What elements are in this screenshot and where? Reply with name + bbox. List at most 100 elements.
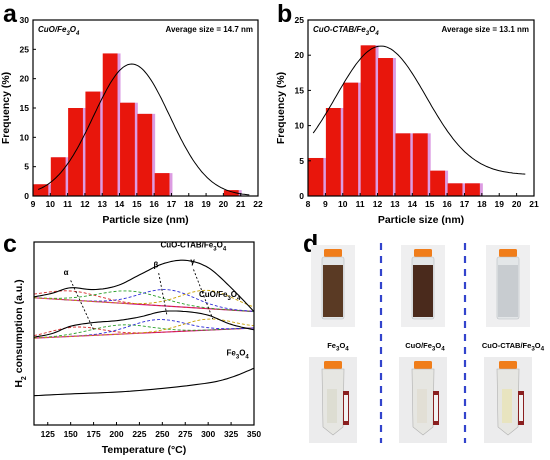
sample-label: CuO-CTAB/Fe3O4 <box>313 25 379 37</box>
histogram-bar <box>33 184 49 196</box>
histogram-bar <box>223 190 239 196</box>
cap <box>414 361 432 369</box>
separated-solid <box>327 389 337 423</box>
histogram-bar <box>447 183 463 196</box>
y-tick-label: 15 <box>20 103 30 113</box>
x-tick-label: 275 <box>178 429 192 439</box>
x-tick-label: 12 <box>80 199 90 209</box>
x-tick-label: 9 <box>31 199 36 209</box>
x-tick-label: 350 <box>247 429 261 439</box>
histogram-chart-a: 9 10 11 12 13 14 15 16 17 18 19 20 21 22 0 5 10 15 20 25 30 P… <box>0 15 263 226</box>
suspension <box>323 265 343 317</box>
x-tick-label: 19 <box>201 199 211 209</box>
x-tick-label: 21 <box>529 199 539 209</box>
average-size-annotation: Average size = 14.7 nm <box>165 25 253 34</box>
x-tick-label: 18 <box>477 199 487 209</box>
vial-cuo-fe3o4-magnet <box>399 357 447 443</box>
peak-guide-line <box>158 273 168 316</box>
histogram-bar <box>85 91 101 196</box>
x-tick-label: 18 <box>184 199 194 209</box>
histogram-bar <box>395 133 411 196</box>
x-tick-label: 8 <box>306 199 311 209</box>
gaussian-fit-line <box>37 63 250 196</box>
vial-cuo-ctab-fe3o4-magnet <box>484 357 532 443</box>
x-tick-label: 22 <box>253 199 263 209</box>
y-tick-label: 5 <box>299 156 304 166</box>
tpr-curve <box>33 259 255 312</box>
histogram-bar <box>430 170 446 196</box>
peak-guide-line <box>70 280 94 331</box>
histogram-bar <box>464 183 480 196</box>
tpr-chart-c: α β γ CuO-CTAB/Fe3O4 CuO/Fe3O4 Fe3O4 125 150 175… <box>13 240 261 456</box>
x-tick-label: 300 <box>201 429 215 439</box>
plot-frame <box>33 241 255 426</box>
series-label-cuo: CuO/Fe3O4 <box>199 290 241 302</box>
suspension <box>498 265 518 317</box>
y-tick-label: 20 <box>20 74 30 84</box>
x-tick-label: 10 <box>338 199 348 209</box>
panel-letter-c: c <box>3 230 17 258</box>
histogram-bar <box>412 133 428 196</box>
x-axis-label: Particle size (nm) <box>102 214 188 226</box>
x-tick-label: 175 <box>86 429 100 439</box>
fit-component <box>33 289 255 308</box>
x-tick-label: 13 <box>390 199 400 209</box>
x-tick-label: 11 <box>356 199 365 209</box>
photo-label-cuo-ctab-fe3o4: CuO-CTAB/Fe3O4 <box>481 341 545 353</box>
fit-component <box>33 318 255 339</box>
x-tick-label: 325 <box>224 429 238 439</box>
histogram-bar <box>343 82 359 196</box>
histogram-chart-b: 8 9 10 11 12 13 14 15 16 17 18 19 20 21 0 5 10 15 20 25 Part… <box>275 15 539 226</box>
cap <box>499 361 517 369</box>
x-tick-label: 17 <box>460 199 470 209</box>
average-size-annotation: Average size = 13.1 nm <box>441 25 529 34</box>
tpr-curve <box>33 310 255 338</box>
fit-component <box>33 326 255 337</box>
histogram-bar <box>360 45 376 197</box>
y-tick-label: 0 <box>299 191 304 201</box>
x-tick-label: 9 <box>323 199 328 209</box>
y-tick-label: 30 <box>20 15 30 25</box>
x-tick-label: 20 <box>219 199 229 209</box>
x-tick-label: 200 <box>109 429 123 439</box>
x-tick-label: 225 <box>132 429 146 439</box>
x-tick-label: 150 <box>64 429 78 439</box>
magnet-label <box>344 395 348 421</box>
x-tick-label: 17 <box>167 199 177 209</box>
x-axis-label: Temperature (°C) <box>102 444 187 456</box>
panel-letter-b: b <box>277 0 293 28</box>
histogram-bar <box>308 157 324 196</box>
vial-photos <box>309 243 532 443</box>
separated-solid <box>502 389 512 423</box>
peak-label-beta: β <box>153 261 158 270</box>
cap <box>414 249 432 257</box>
plot-frame <box>307 19 535 197</box>
x-tick-label: 16 <box>442 199 452 209</box>
panel-letter-a: a <box>3 0 17 28</box>
x-axis-label: Particle size (nm) <box>378 214 464 226</box>
x-tick-label: 125 <box>41 429 55 439</box>
x-tick-label: 11 <box>63 199 72 209</box>
sample-label: CuO/Fe3O4 <box>38 25 80 37</box>
series-label-fe3o4: Fe3O4 <box>227 348 250 360</box>
x-tick-label: 250 <box>155 429 169 439</box>
histogram-bar <box>325 108 341 196</box>
photo-panel-d: Fe3O4 CuO/Fe3O4 CuO-CTAB/Fe3O4 <box>303 243 544 443</box>
magnet-label <box>434 395 438 421</box>
series-label-cuo-ctab: CuO-CTAB/Fe3O4 <box>161 240 227 252</box>
y-axis-label: Frequency (%) <box>275 72 287 144</box>
histogram-bar <box>137 113 153 196</box>
x-tick-label: 12 <box>373 199 383 209</box>
y-axis-label: H2 consumption (a.u.) <box>13 279 28 387</box>
y-tick-label: 0 <box>24 191 29 201</box>
peak-guide-line <box>193 269 214 320</box>
y-tick-label: 25 <box>295 15 305 25</box>
histogram-bar <box>120 102 135 196</box>
y-axis-label: Frequency (%) <box>0 72 12 144</box>
suspension <box>413 265 433 317</box>
vial-cuo-fe3o4 <box>401 245 445 327</box>
y-tick-label: 10 <box>295 121 305 131</box>
histogram-bar <box>378 58 393 197</box>
y-tick-label: 20 <box>295 50 305 60</box>
x-tick-label: 14 <box>408 199 418 209</box>
